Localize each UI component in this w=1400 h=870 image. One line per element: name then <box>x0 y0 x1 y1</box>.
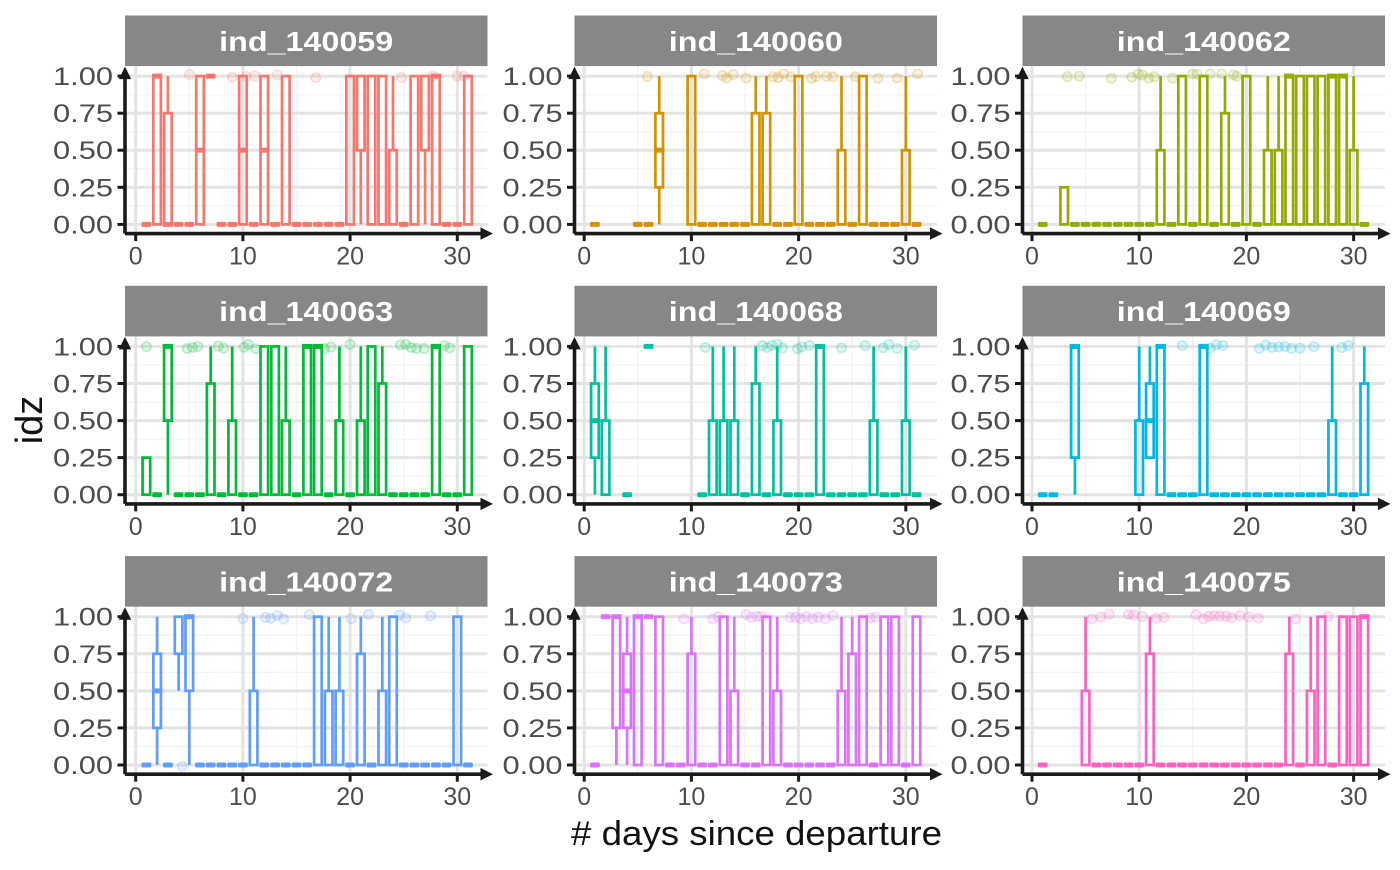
svg-text:10: 10 <box>1125 783 1153 811</box>
svg-text:20: 20 <box>336 783 364 811</box>
svg-text:0.25: 0.25 <box>951 445 1011 473</box>
svg-text:0: 0 <box>129 243 143 271</box>
svg-text:0.25: 0.25 <box>53 174 113 202</box>
svg-text:ind_140072: ind_140072 <box>219 566 393 597</box>
svg-text:30: 30 <box>443 783 471 811</box>
svg-text:0.50: 0.50 <box>503 137 563 165</box>
svg-text:0: 0 <box>1025 783 1039 811</box>
svg-text:0.00: 0.00 <box>503 211 563 239</box>
svg-text:0: 0 <box>129 783 143 811</box>
svg-text:20: 20 <box>336 513 364 541</box>
svg-text:30: 30 <box>892 243 920 271</box>
svg-text:0.75: 0.75 <box>53 641 113 669</box>
svg-text:0.75: 0.75 <box>951 371 1011 399</box>
svg-text:0.75: 0.75 <box>951 100 1011 128</box>
svg-text:0.50: 0.50 <box>951 408 1011 436</box>
svg-text:0.50: 0.50 <box>53 678 113 706</box>
svg-text:1.00: 1.00 <box>53 333 113 361</box>
svg-text:0: 0 <box>577 513 591 541</box>
svg-text:0.75: 0.75 <box>53 371 113 399</box>
svg-text:ind_140069: ind_140069 <box>1117 296 1291 327</box>
svg-text:10: 10 <box>677 243 705 271</box>
svg-text:20: 20 <box>1232 513 1260 541</box>
svg-text:0.50: 0.50 <box>503 678 563 706</box>
svg-text:0.75: 0.75 <box>503 100 563 128</box>
svg-text:10: 10 <box>229 783 257 811</box>
svg-text:0.75: 0.75 <box>503 641 563 669</box>
svg-text:10: 10 <box>1125 513 1153 541</box>
svg-text:idz: idz <box>9 396 51 445</box>
svg-text:0.25: 0.25 <box>951 174 1011 202</box>
svg-text:0.75: 0.75 <box>53 100 113 128</box>
svg-text:0.25: 0.25 <box>503 445 563 473</box>
svg-text:ind_140073: ind_140073 <box>669 566 843 597</box>
svg-text:0: 0 <box>577 783 591 811</box>
svg-text:ind_140075: ind_140075 <box>1117 566 1291 597</box>
svg-text:0.75: 0.75 <box>503 371 563 399</box>
svg-text:20: 20 <box>336 243 364 271</box>
svg-text:0.75: 0.75 <box>951 641 1011 669</box>
svg-text:0.00: 0.00 <box>53 211 113 239</box>
svg-text:1.00: 1.00 <box>503 604 563 632</box>
svg-text:1.00: 1.00 <box>53 604 113 632</box>
svg-text:20: 20 <box>1232 243 1260 271</box>
svg-text:0.00: 0.00 <box>53 482 113 510</box>
svg-text:0.25: 0.25 <box>53 715 113 743</box>
svg-text:1.00: 1.00 <box>951 63 1011 91</box>
svg-text:ind_140060: ind_140060 <box>669 26 843 57</box>
svg-text:30: 30 <box>892 783 920 811</box>
svg-text:0.50: 0.50 <box>53 137 113 165</box>
svg-text:0: 0 <box>129 513 143 541</box>
svg-text:10: 10 <box>229 243 257 271</box>
svg-text:30: 30 <box>1340 513 1368 541</box>
svg-text:0.25: 0.25 <box>53 445 113 473</box>
svg-text:ind_140059: ind_140059 <box>219 26 393 57</box>
svg-text:20: 20 <box>1232 783 1260 811</box>
svg-text:0.00: 0.00 <box>951 482 1011 510</box>
svg-text:30: 30 <box>892 513 920 541</box>
svg-text:ind_140063: ind_140063 <box>219 296 393 327</box>
svg-text:1.00: 1.00 <box>951 333 1011 361</box>
svg-text:0: 0 <box>577 243 591 271</box>
svg-text:1.00: 1.00 <box>951 604 1011 632</box>
svg-text:# days since departure: # days since departure <box>571 815 942 853</box>
svg-text:ind_140062: ind_140062 <box>1117 26 1291 57</box>
svg-text:30: 30 <box>443 513 471 541</box>
svg-text:0: 0 <box>1025 243 1039 271</box>
svg-text:0: 0 <box>1025 513 1039 541</box>
svg-text:0.00: 0.00 <box>503 482 563 510</box>
svg-text:0.00: 0.00 <box>951 752 1011 780</box>
svg-text:ind_140068: ind_140068 <box>669 296 843 327</box>
svg-text:20: 20 <box>785 513 813 541</box>
svg-text:10: 10 <box>677 783 705 811</box>
svg-text:1.00: 1.00 <box>53 63 113 91</box>
svg-text:0.50: 0.50 <box>951 678 1011 706</box>
svg-text:0.00: 0.00 <box>503 752 563 780</box>
svg-text:0.00: 0.00 <box>53 752 113 780</box>
svg-text:10: 10 <box>229 513 257 541</box>
svg-text:0.25: 0.25 <box>951 715 1011 743</box>
svg-text:0.25: 0.25 <box>503 174 563 202</box>
svg-text:0.50: 0.50 <box>53 408 113 436</box>
svg-text:0.50: 0.50 <box>951 137 1011 165</box>
svg-text:20: 20 <box>785 783 813 811</box>
svg-text:1.00: 1.00 <box>503 63 563 91</box>
svg-text:30: 30 <box>443 243 471 271</box>
svg-text:0.25: 0.25 <box>503 715 563 743</box>
svg-text:0.00: 0.00 <box>951 211 1011 239</box>
svg-text:0.50: 0.50 <box>503 408 563 436</box>
svg-text:20: 20 <box>785 243 813 271</box>
svg-text:30: 30 <box>1340 243 1368 271</box>
svg-text:30: 30 <box>1340 783 1368 811</box>
svg-text:1.00: 1.00 <box>503 333 563 361</box>
svg-text:10: 10 <box>1125 243 1153 271</box>
svg-text:10: 10 <box>677 513 705 541</box>
